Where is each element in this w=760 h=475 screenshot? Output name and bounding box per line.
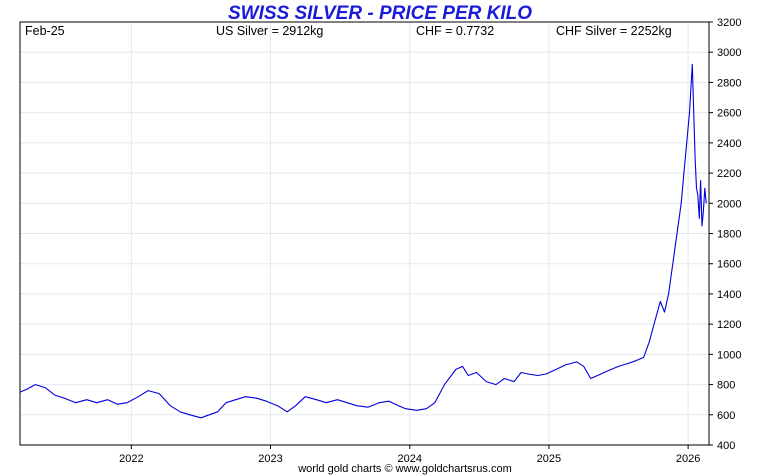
y-axis: 400 600 800 1000 1200 1400 1600 1800 2000 2200 240…	[709, 17, 741, 452]
x-tick-label: 2022	[119, 453, 143, 465]
y-tick-label: 2600	[717, 108, 741, 120]
y-tick-label: 2000	[717, 198, 741, 210]
header-date: Feb-25	[25, 24, 65, 38]
y-tick-label: 1800	[717, 229, 741, 241]
header-chf-rate: CHF = 0.7732	[416, 24, 494, 38]
source-credit: world gold charts © www.goldchartsrus.co…	[297, 463, 512, 475]
chart-title: SWISS SILVER - PRICE PER KILO	[228, 3, 532, 24]
series-layer	[19, 63, 707, 419]
series-line	[19, 63, 707, 419]
x-axis: 2022 2023 2024 2025 2026	[119, 445, 700, 465]
x-tick-label: 2024	[397, 453, 421, 465]
header-us-silver: US Silver = 2912kg	[216, 24, 323, 38]
x-tick-label: 2023	[258, 453, 282, 465]
y-tick-label: 2400	[717, 138, 741, 150]
x-tick-label: 2025	[537, 453, 561, 465]
y-tick-label: 800	[717, 380, 735, 392]
y-tick-label: 2800	[717, 77, 741, 89]
y-tick-label: 2200	[717, 168, 741, 180]
y-tick-label: 1400	[717, 289, 741, 301]
gridlines	[20, 22, 709, 445]
x-tick-label: 2026	[676, 453, 700, 465]
y-tick-label: 3200	[717, 17, 741, 29]
y-tick-label: 1000	[717, 349, 741, 361]
y-tick-label: 3000	[717, 47, 741, 59]
header-chf-silver: CHF Silver = 2252kg	[556, 24, 672, 38]
y-tick-label: 600	[717, 410, 735, 422]
y-tick-label: 1200	[717, 319, 741, 331]
y-tick-label: 400	[717, 440, 735, 452]
y-tick-label: 1600	[717, 259, 741, 271]
